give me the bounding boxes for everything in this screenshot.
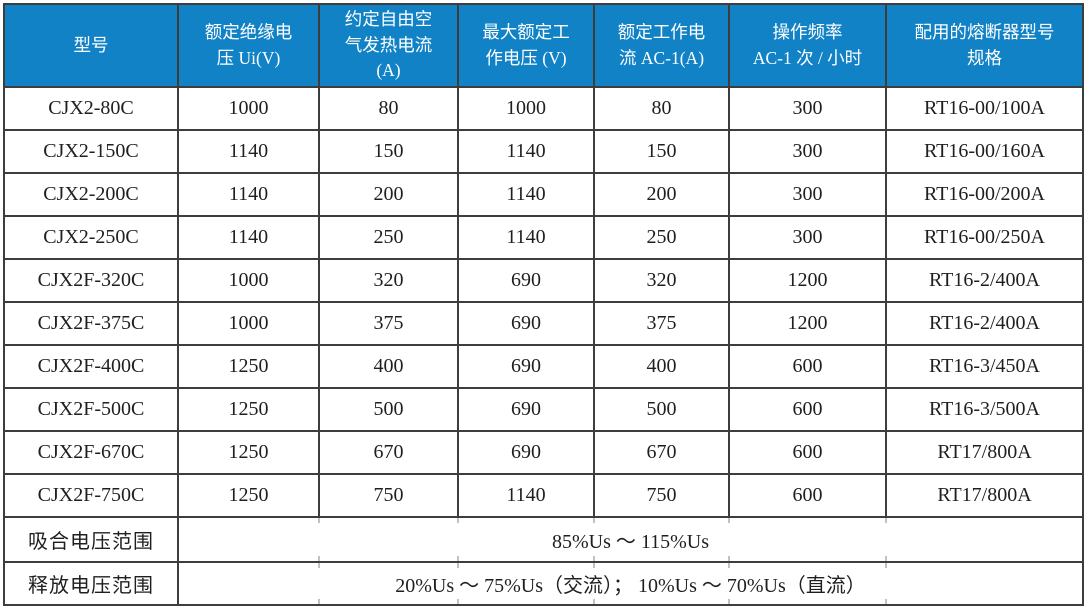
col-header-model: 型号 [3,3,179,88]
cell: 1140 [177,215,320,260]
col-header-operating-frequency: 操作频率 AC-1 次 / 小时 [728,3,887,88]
release-voltage-range-row: 释放电压范围 20%Us ～ 75%Us（交流）； 10%Us ～ 70%Us（… [3,561,1084,606]
cell: 80 [593,86,730,131]
cell: RT16-2/400A [885,258,1084,303]
release-voltage-range-label: 释放电压范围 [3,561,179,606]
header-row: 型号 额定绝缘电 压 Ui(V) 约定自由空 气发热电流 (A) 最大额定工 作… [3,3,1084,88]
model-cell: CJX2-150C [3,129,179,174]
model-cell: CJX2-200C [3,172,179,217]
cell: 1140 [457,215,595,260]
table-row: CJX2-200C 1140 200 1140 200 300 RT16-00/… [3,172,1084,217]
table-row: CJX2F-750C 1250 750 1140 750 600 RT17/80… [3,473,1084,518]
table-row: CJX2-250C 1140 250 1140 250 300 RT16-00/… [3,215,1084,260]
cell: 150 [318,129,459,174]
cell: 1200 [728,258,887,303]
cell: 150 [593,129,730,174]
pickup-voltage-range-label: 吸合电压范围 [3,516,179,563]
model-cell: CJX2F-320C [3,258,179,303]
table-row: CJX2-150C 1140 150 1140 150 300 RT16-00/… [3,129,1084,174]
cell: 250 [318,215,459,260]
col-header-free-air-thermal-current: 约定自由空 气发热电流 (A) [318,3,459,88]
cell: RT17/800A [885,473,1084,518]
cell: 1140 [457,129,595,174]
model-cell: CJX2F-375C [3,301,179,346]
cell: 690 [457,301,595,346]
cell: 670 [318,430,459,475]
model-cell: CJX2-80C [3,86,179,131]
cell: 600 [728,473,887,518]
cell: 600 [728,387,887,432]
cell: 1140 [177,172,320,217]
cell: 1250 [177,344,320,389]
cell: RT16-00/100A [885,86,1084,131]
cell: 80 [318,86,459,131]
model-cell: CJX2F-400C [3,344,179,389]
cell: 1000 [177,86,320,131]
table-row: CJX2F-375C 1000 375 690 375 1200 RT16-2/… [3,301,1084,346]
cell: RT16-00/160A [885,129,1084,174]
cell: 690 [457,344,595,389]
cell: 670 [593,430,730,475]
cell: 400 [593,344,730,389]
table-header: 型号 额定绝缘电 压 Ui(V) 约定自由空 气发热电流 (A) 最大额定工 作… [3,3,1084,88]
table-row: CJX2F-670C 1250 670 690 670 600 RT17/800… [3,430,1084,475]
col-header-fuse-model-spec: 配用的熔断器型号 规格 [885,3,1084,88]
cell: 600 [728,344,887,389]
cell: 1140 [457,172,595,217]
model-cell: CJX2F-670C [3,430,179,475]
cell: 1000 [177,258,320,303]
table-row: CJX2F-500C 1250 500 690 500 600 RT16-3/5… [3,387,1084,432]
release-voltage-range-value: 20%Us ～ 75%Us（交流）； 10%Us ～ 70%Us（直流） [177,561,1084,606]
table-row: CJX2F-400C 1250 400 690 400 600 RT16-3/4… [3,344,1084,389]
col-header-max-rated-operating-voltage: 最大额定工 作电压 (V) [457,3,595,88]
cell: 250 [593,215,730,260]
cell: RT16-3/450A [885,344,1084,389]
cell: 1000 [457,86,595,131]
cell: 1250 [177,430,320,475]
cell: RT16-3/500A [885,387,1084,432]
cell: 1200 [728,301,887,346]
cell: 320 [593,258,730,303]
cell: 375 [593,301,730,346]
cell: 750 [593,473,730,518]
pickup-voltage-range-row: 吸合电压范围 85%Us ～ 115%Us [3,516,1084,563]
cell: RT16-00/200A [885,172,1084,217]
cell: 600 [728,430,887,475]
table-body: CJX2-80C 1000 80 1000 80 300 RT16-00/100… [3,86,1084,606]
cell: 1250 [177,387,320,432]
cell: 1250 [177,473,320,518]
cell: 300 [728,172,887,217]
cell: 300 [728,129,887,174]
contactor-spec-table: 型号 额定绝缘电 压 Ui(V) 约定自由空 气发热电流 (A) 最大额定工 作… [3,3,1084,606]
cell: 750 [318,473,459,518]
cell: 300 [728,215,887,260]
cell: 200 [318,172,459,217]
table-row: CJX2-80C 1000 80 1000 80 300 RT16-00/100… [3,86,1084,131]
cell: 690 [457,387,595,432]
model-cell: CJX2F-750C [3,473,179,518]
cell: RT16-2/400A [885,301,1084,346]
cell: 690 [457,258,595,303]
model-cell: CJX2F-500C [3,387,179,432]
col-header-rated-operating-current-ac1: 额定工作电 流 AC-1(A) [593,3,730,88]
cell: RT17/800A [885,430,1084,475]
cell: 1140 [457,473,595,518]
cell: 500 [318,387,459,432]
cell: 200 [593,172,730,217]
cell: 375 [318,301,459,346]
model-cell: CJX2-250C [3,215,179,260]
cell: 400 [318,344,459,389]
cell: 1140 [177,129,320,174]
cell: 1000 [177,301,320,346]
cell: RT16-00/250A [885,215,1084,260]
cell: 690 [457,430,595,475]
cell: 300 [728,86,887,131]
cell: 320 [318,258,459,303]
pickup-voltage-range-value: 85%Us ～ 115%Us [177,516,1084,563]
cell: 500 [593,387,730,432]
col-header-rated-insulation-voltage: 额定绝缘电 压 Ui(V) [177,3,320,88]
table-row: CJX2F-320C 1000 320 690 320 1200 RT16-2/… [3,258,1084,303]
